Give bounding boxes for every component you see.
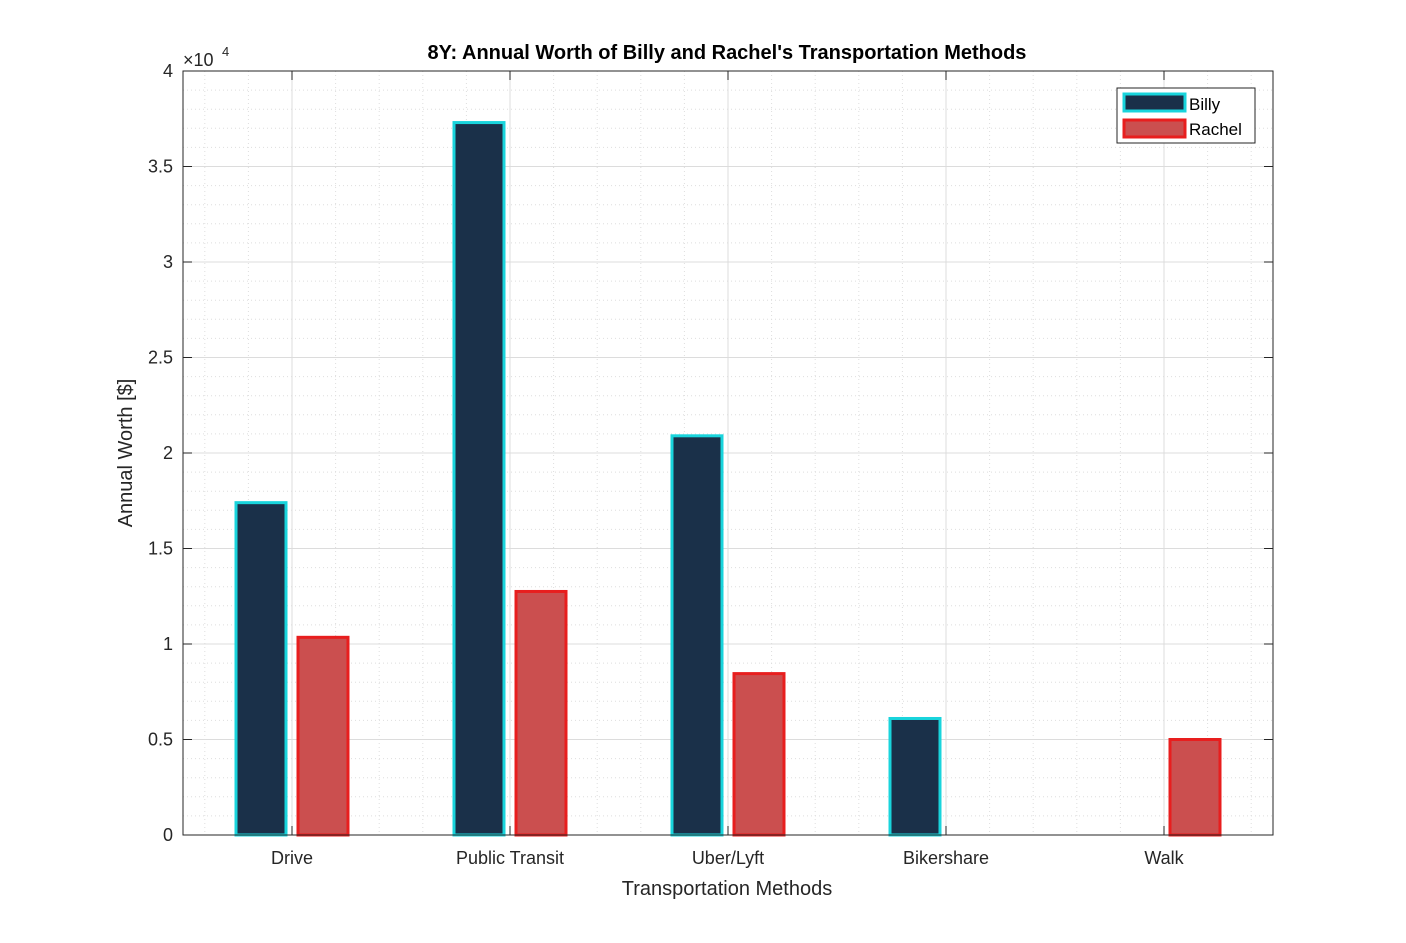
bar-billy-public-transit <box>452 121 506 837</box>
y-tick-label: 1 <box>163 634 173 654</box>
grid <box>183 70 1273 836</box>
bar-billy-bikershare <box>888 716 942 837</box>
y-tick-label: 4 <box>163 61 173 81</box>
x-axis-label: Transportation Methods <box>622 878 832 900</box>
bar-rachel-walk <box>1168 738 1222 837</box>
y-tick-label: 2 <box>163 443 173 463</box>
bars <box>234 121 1222 837</box>
legend-swatch-billy <box>1122 92 1187 113</box>
y-exponent-label: ×10 4 <box>183 44 229 70</box>
x-tick-label: Walk <box>1144 848 1184 868</box>
legend-swatch-rachel <box>1122 118 1187 139</box>
y-tick-label: 0.5 <box>148 730 173 750</box>
x-tick-label: Drive <box>271 848 313 868</box>
y-tick-label: 2.5 <box>148 348 173 368</box>
x-tick-label: Bikershare <box>903 848 989 868</box>
x-tick-label: Uber/Lyft <box>692 848 764 868</box>
bar-rachel-uber-lyft <box>732 672 786 837</box>
y-tick-label: 3.5 <box>148 157 173 177</box>
x-tick-label: Public Transit <box>456 848 564 868</box>
bar-billy-drive <box>234 501 288 837</box>
y-exponent-power: 4 <box>222 44 229 59</box>
legend-label-rachel: Rachel <box>1189 120 1242 139</box>
y-tick-label: 1.5 <box>148 539 173 559</box>
chart-title: 8Y: Annual Worth of Billy and Rachel's T… <box>428 42 1027 64</box>
axes: 0 0.5 1 1.5 2 2.5 3 3.5 4 Drive Public Transit Uber… <box>148 61 1274 868</box>
y-axis-label: Annual Worth [$] <box>115 379 137 528</box>
bar-billy-uber-lyft <box>670 434 724 837</box>
y-tick-label: 0 <box>163 825 173 845</box>
legend-label-billy: Billy <box>1189 95 1221 114</box>
y-exponent-base: ×10 <box>183 50 214 70</box>
bar-rachel-public-transit <box>514 589 568 837</box>
bar-rachel-drive <box>296 635 350 837</box>
y-tick-label: 3 <box>163 252 173 272</box>
legend: Billy Rachel <box>1116 87 1256 144</box>
